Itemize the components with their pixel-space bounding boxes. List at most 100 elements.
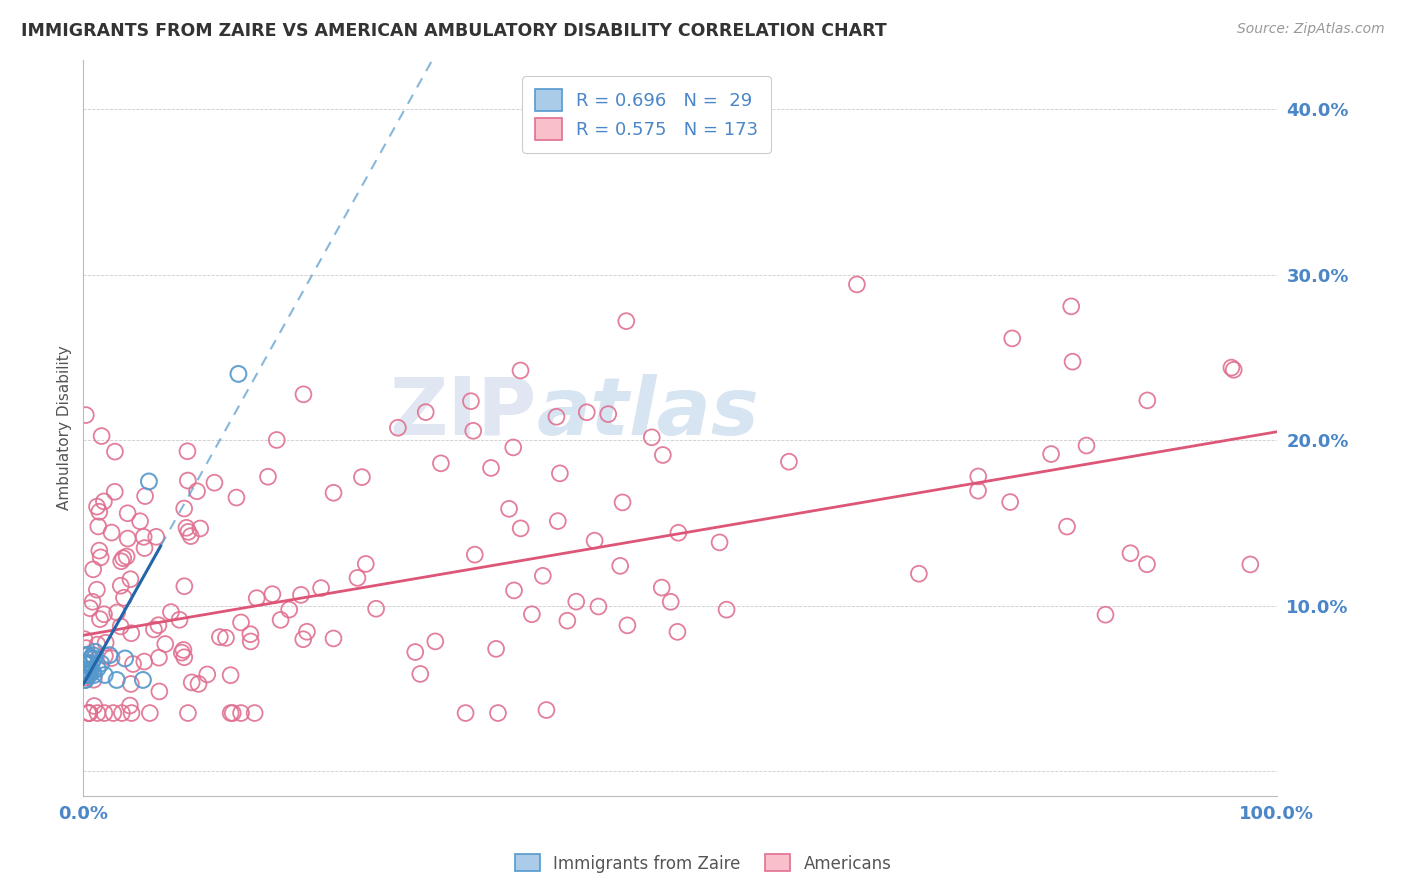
Point [94, 648, 117, 663]
Point [79, 665, 101, 680]
Point [565, 594, 588, 608]
Point [117, 506, 139, 520]
Point [75, 663, 97, 677]
Point [98, 648, 121, 662]
Point [509, 521, 531, 535]
Point [290, 588, 312, 602]
Point [998, 495, 1021, 509]
Point [229, 615, 252, 630]
Point [114, 651, 136, 665]
Point [387, 421, 409, 435]
Point [73, 665, 96, 679]
Point [346, 571, 368, 585]
Point [219, 706, 242, 720]
Point [105, 673, 128, 687]
Point [77, 665, 100, 680]
Point [460, 394, 482, 409]
Point [173, 650, 195, 665]
Point [1222, 363, 1244, 377]
Point [75, 673, 97, 687]
Point [430, 456, 453, 470]
Point [89, 612, 111, 626]
Point [614, 314, 637, 328]
Point [94, 636, 117, 650]
Point [75, 665, 97, 679]
Point [659, 595, 682, 609]
Point [546, 409, 568, 424]
Point [155, 637, 177, 651]
Point [172, 643, 194, 657]
Point [93, 706, 115, 720]
Point [77, 668, 100, 682]
Point [89, 543, 111, 558]
Point [322, 632, 344, 646]
Point [485, 641, 508, 656]
Point [122, 657, 145, 671]
Point [295, 624, 318, 639]
Point [503, 583, 526, 598]
Point [222, 706, 245, 720]
Point [616, 618, 638, 632]
Point [1056, 519, 1078, 533]
Point [73, 632, 96, 647]
Point [139, 706, 162, 720]
Point [463, 424, 485, 438]
Point [204, 475, 226, 490]
Point [531, 569, 554, 583]
Point [536, 703, 558, 717]
Point [120, 677, 142, 691]
Point [651, 581, 673, 595]
Point [454, 706, 477, 720]
Point [134, 541, 156, 555]
Point [77, 706, 100, 720]
Point [110, 619, 132, 633]
Point [83, 668, 105, 682]
Point [83, 651, 105, 665]
Point [309, 581, 332, 595]
Point [148, 650, 170, 665]
Point [104, 484, 127, 499]
Point [547, 514, 569, 528]
Point [82, 562, 104, 576]
Point [509, 363, 531, 377]
Point [239, 627, 262, 641]
Point [246, 591, 269, 606]
Point [77, 648, 100, 662]
Point [100, 525, 122, 540]
Point [90, 429, 112, 443]
Point [115, 549, 138, 564]
Point [170, 646, 193, 660]
Point [93, 607, 115, 622]
Point [651, 448, 673, 462]
Point [1001, 331, 1024, 345]
Point [1060, 299, 1083, 313]
Point [609, 558, 631, 573]
Point [219, 668, 242, 682]
Point [1220, 360, 1243, 375]
Point [111, 706, 134, 720]
Point [76, 657, 98, 671]
Point [278, 602, 301, 616]
Point [117, 532, 139, 546]
Point [322, 485, 344, 500]
Point [80, 657, 103, 671]
Point [257, 469, 280, 483]
Point [173, 579, 195, 593]
Point [73, 673, 96, 687]
Point [557, 614, 579, 628]
Text: atlas: atlas [537, 374, 759, 452]
Point [425, 634, 447, 648]
Point [502, 441, 524, 455]
Point [908, 566, 931, 581]
Point [176, 521, 198, 535]
Point [79, 651, 101, 665]
Point [86, 638, 108, 652]
Point [89, 505, 111, 519]
Point [82, 648, 104, 662]
Point [132, 530, 155, 544]
Point [112, 551, 135, 566]
Point [93, 494, 115, 508]
Point [612, 495, 634, 509]
Point [666, 624, 689, 639]
Point [588, 599, 610, 614]
